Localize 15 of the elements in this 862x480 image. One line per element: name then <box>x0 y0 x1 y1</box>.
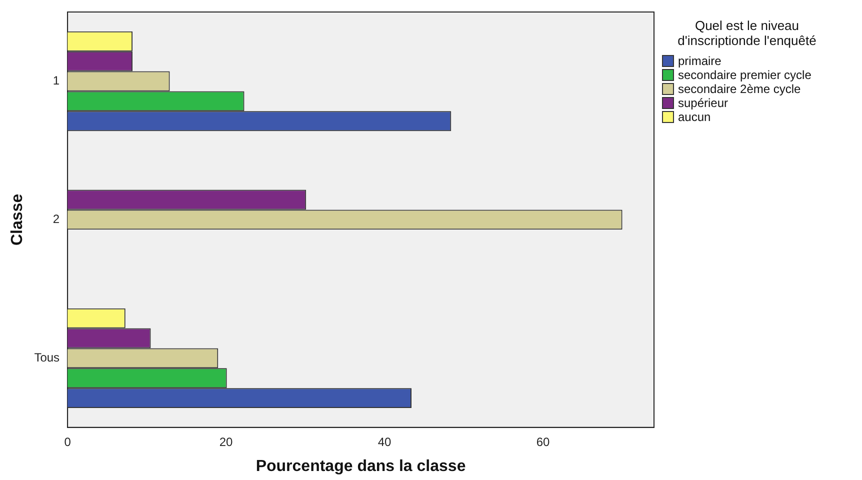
legend-label: supérieur <box>678 96 728 110</box>
x-axis-title: Pourcentage dans la classe <box>256 458 466 475</box>
x-tick-label: 40 <box>378 434 392 449</box>
legend-title: Quel est le niveau d'inscriptionde l'enquêté <box>676 18 818 48</box>
y-axis-title: Classe <box>9 194 26 246</box>
legend-label: aucun <box>678 110 711 124</box>
legend-label: primaire <box>678 54 722 68</box>
y-tick-label: Tous <box>34 350 60 364</box>
y-tick-label: 2 <box>52 212 60 226</box>
x-tick-label: 0 <box>64 434 72 449</box>
x-tick-label: 20 <box>219 434 234 449</box>
y-tick-label: 1 <box>52 74 60 88</box>
legend-label: secondaire 2ème cycle <box>678 82 801 96</box>
legend-label: secondaire premier cycle <box>678 68 812 82</box>
x-tick-label: 60 <box>536 434 550 449</box>
